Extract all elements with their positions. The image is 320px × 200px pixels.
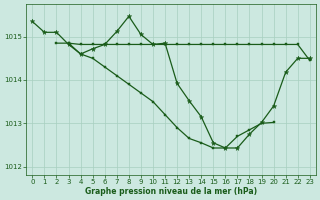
X-axis label: Graphe pression niveau de la mer (hPa): Graphe pression niveau de la mer (hPa) [85, 187, 257, 196]
